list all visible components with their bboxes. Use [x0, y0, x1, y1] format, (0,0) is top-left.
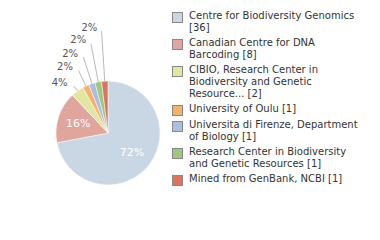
html-text:Canadian Centre for DNA Barcod: Canadian Centre for DNA Barcoding [8] [189, 37, 315, 60]
html-text:Universita di Firenze, Departm: Universita di Firenze, Department of Bio… [189, 119, 358, 142]
svg-text:16%: 16% [66, 117, 90, 130]
html-text:Centre for Biodiversity Genomi: Centre for Biodiversity Genomics [36] [189, 10, 355, 33]
html-text:Mined from GenBank, NCBI [1]: Mined from GenBank, NCBI [1] [189, 173, 343, 184]
svg-text:2%: 2% [57, 61, 73, 72]
html-text:University of Oulu [1]: University of Oulu [1] [189, 103, 297, 114]
svg-text:72%: 72% [120, 146, 144, 159]
svg-text:2%: 2% [70, 34, 86, 45]
svg-text:2%: 2% [62, 48, 78, 59]
html-text:Research Center in Biodiversit: Research Center in Biodiversity and Gene… [189, 146, 347, 169]
svg-text:4%: 4% [52, 77, 68, 88]
svg-text:2%: 2% [81, 22, 97, 33]
html-text:CIBIO, Research Center in Biod: CIBIO, Research Center in Biodiversity a… [189, 64, 318, 99]
